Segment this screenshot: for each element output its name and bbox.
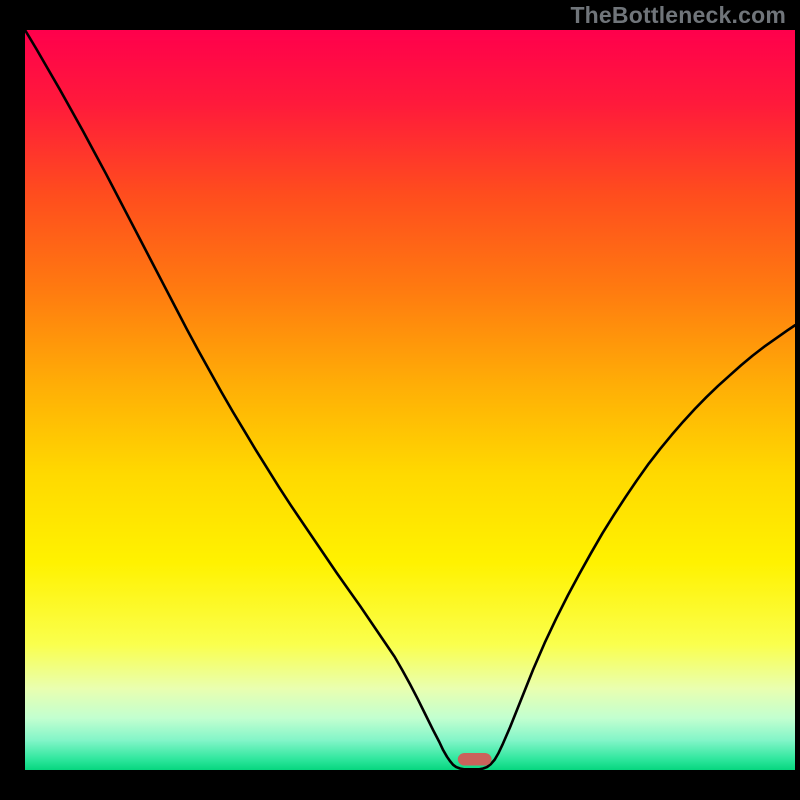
chart-frame: TheBottleneck.com xyxy=(0,0,800,800)
bottleneck-curve-chart xyxy=(25,30,795,770)
plot-area xyxy=(25,30,795,770)
gradient-background xyxy=(25,30,795,770)
optimum-marker xyxy=(458,753,492,766)
watermark-text: TheBottleneck.com xyxy=(570,2,786,29)
